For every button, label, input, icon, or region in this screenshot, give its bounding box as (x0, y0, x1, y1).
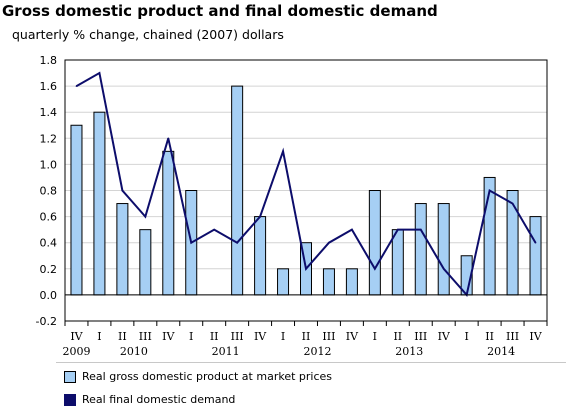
x-tick-label: III (414, 330, 427, 343)
line-point (374, 268, 376, 270)
x-year-label: 2009 (62, 345, 90, 358)
line-point (442, 268, 445, 270)
line-point (534, 241, 537, 244)
legend-swatch-line (64, 393, 76, 406)
bar (345, 268, 358, 296)
bar (322, 268, 335, 296)
chart-title: Gross domestic product and final domesti… (2, 2, 438, 20)
line-point (236, 241, 238, 244)
axes: -0.20.00.20.40.60.81.01.21.41.61.8IV I II I… (36, 54, 548, 358)
line-point (488, 189, 491, 192)
bar (506, 190, 519, 296)
y-tick-label: 1.0 (40, 158, 58, 171)
line-point (282, 150, 284, 153)
bar (414, 203, 427, 296)
x-year-label: 2014 (487, 345, 515, 358)
legend-item-demand: Real final domestic demand (64, 393, 235, 406)
y-tick-label: 0.0 (40, 289, 58, 302)
x-tick-label: I (281, 330, 285, 343)
bar (391, 229, 404, 296)
line-point (167, 137, 170, 140)
bar (529, 216, 542, 296)
line-point (259, 215, 261, 218)
bar (116, 203, 129, 296)
y-tick-label: 0.2 (40, 263, 58, 276)
bar (254, 216, 267, 296)
x-tick-label: I (464, 330, 468, 343)
x-tick-label: II (485, 330, 494, 343)
x-tick-label: IV (162, 330, 175, 343)
chart-subtitle: quarterly % change, chained (2007) dolla… (12, 27, 284, 42)
y-tick-label: 0.8 (40, 185, 58, 198)
line-series (75, 71, 537, 298)
x-tick-label: IV (70, 330, 83, 343)
y-tick-label: 1.2 (40, 132, 58, 145)
plot-frame (64, 59, 548, 322)
line-point (351, 228, 353, 231)
x-tick-label: IV (529, 330, 542, 343)
x-year-label: 2010 (120, 345, 148, 358)
x-tick-label: II (393, 330, 402, 343)
x-tick-label: III (506, 330, 519, 343)
y-tick-label: -0.2 (36, 315, 57, 328)
x-tick-label: I (189, 330, 193, 343)
legend-label-demand: Real final domestic demand (82, 393, 236, 406)
x-tick-label: II (118, 330, 127, 343)
x-tick-label: IV (254, 330, 267, 343)
line-point (511, 202, 514, 205)
chart-legend: Real gross domestic product at market pr… (56, 362, 566, 412)
line-point (121, 189, 124, 192)
line-point (190, 241, 193, 244)
bar (162, 150, 175, 296)
legend-swatch-bar (64, 370, 76, 383)
line-point (419, 228, 422, 231)
x-tick-label: III (231, 330, 244, 343)
x-tick-label: III (322, 330, 335, 343)
x-tick-label: II (302, 330, 311, 343)
x-year-label: 2012 (303, 345, 331, 358)
y-tick-label: 1.4 (40, 106, 58, 119)
y-tick-label: 1.8 (40, 54, 58, 67)
x-year-label: 2013 (395, 345, 423, 358)
line-point (144, 215, 147, 218)
bar (93, 111, 106, 296)
y-tick-label: 0.4 (40, 237, 58, 250)
bar (277, 268, 290, 296)
x-tick-label: II (210, 330, 219, 343)
x-tick-label: IV (346, 330, 359, 343)
bar (139, 229, 152, 296)
x-tick-label: I (373, 330, 377, 343)
line-point (328, 241, 330, 244)
line-point (98, 72, 101, 74)
bar (368, 190, 381, 296)
y-tick-label: 0.6 (40, 211, 58, 224)
legend-label-gdp: Real gross domestic product at market pr… (82, 370, 332, 383)
bar (231, 85, 244, 296)
line-point (213, 228, 215, 231)
line-point (397, 228, 399, 231)
bar (70, 124, 83, 296)
x-tick-label: IV (438, 330, 451, 343)
y-tick-label: 1.6 (40, 80, 58, 93)
x-year-label: 2011 (212, 345, 240, 358)
bar (437, 203, 450, 296)
line-point (305, 268, 307, 270)
x-tick-label: I (97, 330, 101, 343)
x-tick-label: III (139, 330, 152, 343)
line-point (75, 85, 78, 87)
legend-item-gdp: Real gross domestic product at market pr… (64, 370, 332, 383)
